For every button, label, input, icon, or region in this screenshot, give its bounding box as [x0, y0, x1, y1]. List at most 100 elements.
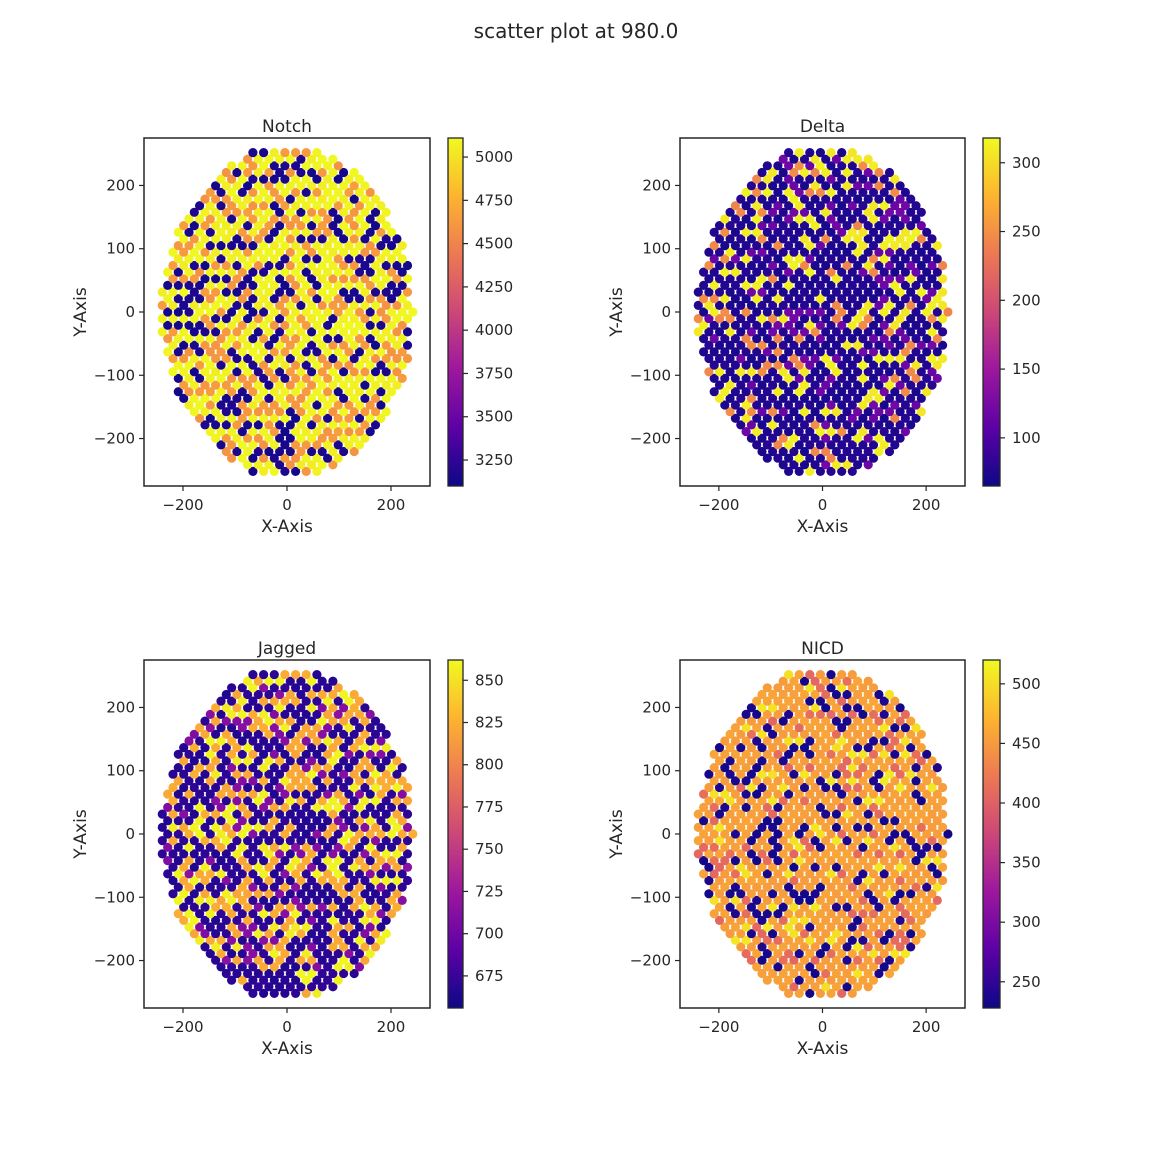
scatter-point: [189, 889, 199, 899]
scatter-point: [339, 314, 349, 324]
scatter-point: [291, 214, 301, 224]
scatter-point: [253, 836, 263, 846]
scatter-point: [349, 968, 359, 979]
scatter-point: [927, 234, 937, 244]
scatter-point: [173, 294, 183, 304]
scatter-point: [847, 387, 857, 397]
scatter-point: [275, 689, 285, 700]
scatter-point: [243, 420, 253, 430]
scatter-point: [799, 393, 810, 403]
scatter-point: [397, 776, 407, 786]
scatter-point: [741, 373, 751, 383]
scatter-point: [317, 154, 327, 164]
scatter-point: [365, 427, 375, 437]
scatter-point: [376, 254, 386, 264]
scatter-point: [307, 929, 317, 939]
scatter-point: [323, 413, 333, 423]
scatter-point: [863, 340, 873, 350]
scatter-point: [296, 809, 306, 819]
scatter-point: [173, 909, 183, 919]
scatter-point: [232, 889, 242, 899]
scatter-point: [922, 334, 932, 344]
scatter-point: [291, 334, 301, 344]
scatter-point: [285, 716, 295, 726]
scatter-point: [291, 869, 301, 879]
scatter-point: [173, 749, 183, 759]
scatter-point: [237, 696, 247, 706]
scatter-point: [173, 280, 183, 290]
scatter-point: [232, 407, 242, 417]
scatter-point: [333, 975, 343, 985]
scatter-point: [842, 274, 852, 284]
scatter-point: [768, 367, 778, 377]
scatter-point: [402, 287, 413, 297]
scatter-point: [317, 393, 327, 403]
scatter-point: [360, 889, 370, 899]
scatter-point: [189, 221, 199, 231]
scatter-point: [821, 167, 831, 178]
scatter-point: [339, 300, 349, 310]
scatter-point: [285, 260, 295, 271]
scatter-point: [264, 194, 274, 204]
scatter-point: [344, 909, 354, 919]
scatter-point: [307, 849, 317, 859]
scatter-point: [900, 400, 911, 410]
scatter-point: [195, 413, 205, 423]
scatter-point: [709, 294, 719, 304]
x-tick-label: 0: [818, 1018, 828, 1036]
scatter-point: [285, 380, 295, 390]
scatter-point: [895, 234, 905, 244]
scatter-point: [810, 460, 820, 470]
scatter-point: [778, 260, 788, 271]
scatter-point: [386, 789, 397, 799]
scatter-point: [853, 287, 863, 297]
scatter-point: [253, 460, 263, 470]
scatter-point: [221, 247, 231, 257]
scatter-point: [863, 982, 873, 992]
scatter-point: [200, 260, 210, 271]
scatter-point: [296, 353, 306, 364]
scatter-point: [927, 274, 937, 284]
scatter-point: [927, 367, 937, 377]
scatter-point: [397, 816, 407, 826]
scatter-point: [211, 380, 221, 390]
scatter-point: [397, 320, 407, 330]
scatter-point: [264, 460, 274, 470]
scatter-point: [339, 955, 349, 965]
scatter-point: [847, 413, 857, 423]
scatter-point: [312, 453, 322, 463]
scatter-point: [842, 234, 852, 244]
scatter-point: [784, 413, 794, 423]
scatter-point: [248, 749, 258, 759]
scatter-point: [269, 427, 279, 437]
scatter-point: [874, 380, 884, 390]
scatter-point: [354, 227, 365, 237]
scatter-point: [317, 689, 327, 700]
scatter-point: [275, 407, 285, 417]
scatter-point: [328, 862, 338, 872]
scatter-point: [227, 334, 237, 344]
scatter-point: [216, 736, 226, 746]
scatter-point: [736, 314, 746, 324]
scatter-point: [752, 201, 762, 211]
scatter-point: [773, 427, 783, 437]
scatter-point: [349, 207, 359, 217]
scatter-point: [794, 373, 804, 383]
scatter-point: [285, 314, 295, 324]
scatter-point: [736, 300, 746, 310]
scatter-point: [799, 327, 810, 337]
scatter-point: [853, 260, 863, 271]
scatter-point: [879, 174, 889, 184]
scatter-point: [200, 393, 210, 403]
scatter-point: [381, 902, 391, 912]
scatter-point: [906, 420, 916, 430]
scatter-point: [879, 347, 889, 357]
scatter-point: [938, 260, 948, 271]
scatter-point: [253, 955, 263, 965]
scatter-point: [741, 227, 751, 237]
scatter-point: [863, 287, 873, 297]
scatter-point: [211, 420, 221, 430]
scatter-point: [826, 267, 836, 277]
scatter-point: [360, 756, 370, 766]
scatter-point: [360, 875, 370, 886]
